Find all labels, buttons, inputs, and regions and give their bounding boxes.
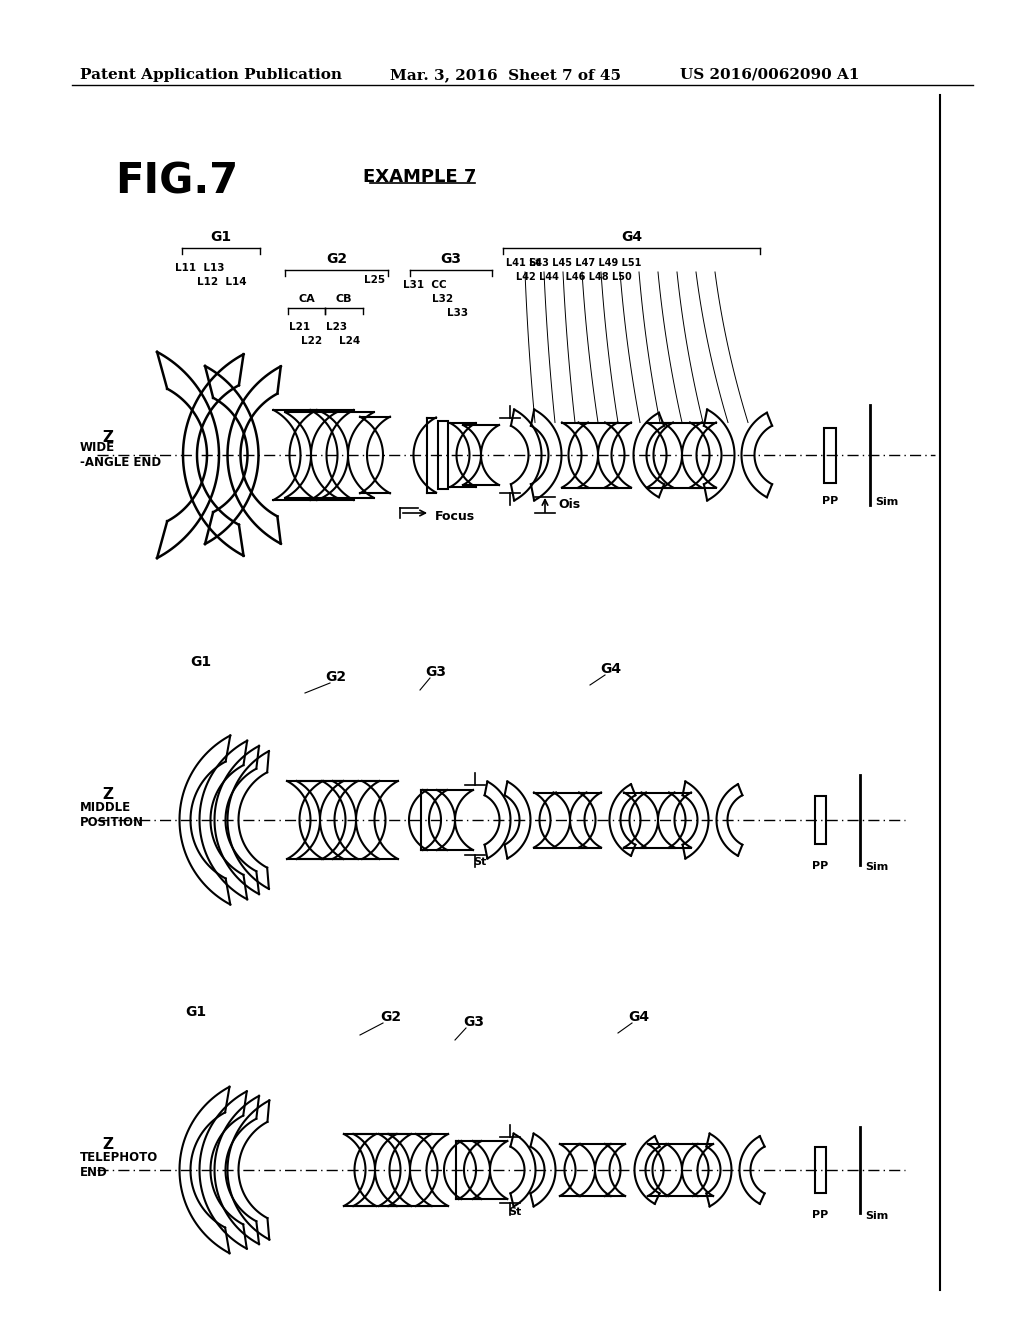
Text: L42 L44  L46 L48 L50: L42 L44 L46 L48 L50 xyxy=(516,272,632,282)
Text: G3: G3 xyxy=(440,252,462,267)
Text: L22: L22 xyxy=(301,337,323,346)
Text: L41 L43 L45 L47 L49 L51: L41 L43 L45 L47 L49 L51 xyxy=(506,257,642,268)
Text: WIDE
-ANGLE END: WIDE -ANGLE END xyxy=(80,441,161,469)
Bar xyxy=(824,428,836,483)
Text: Z: Z xyxy=(102,1137,113,1152)
Text: St: St xyxy=(528,257,541,268)
Text: G3: G3 xyxy=(463,1015,484,1030)
Text: St: St xyxy=(508,1206,521,1217)
Text: L32: L32 xyxy=(432,294,454,304)
Text: L12  L14: L12 L14 xyxy=(198,277,247,286)
Text: CB: CB xyxy=(336,294,352,304)
Text: Patent Application Publication: Patent Application Publication xyxy=(80,69,342,82)
Text: MIDDLE
POSITION: MIDDLE POSITION xyxy=(80,801,144,829)
Text: L25: L25 xyxy=(365,275,386,285)
Text: G1: G1 xyxy=(190,655,211,669)
Text: G2: G2 xyxy=(325,671,346,684)
Text: US 2016/0062090 A1: US 2016/0062090 A1 xyxy=(680,69,859,82)
Text: CA: CA xyxy=(298,294,314,304)
Text: G4: G4 xyxy=(600,663,622,676)
Bar xyxy=(814,1147,825,1193)
Text: L11  L13: L11 L13 xyxy=(175,263,224,273)
Text: L33: L33 xyxy=(447,308,469,318)
Text: L21: L21 xyxy=(290,322,310,333)
Text: Focus: Focus xyxy=(435,510,475,523)
Text: Z: Z xyxy=(102,430,113,445)
Text: Sim: Sim xyxy=(874,498,898,507)
Text: L23: L23 xyxy=(327,322,347,333)
Text: G4: G4 xyxy=(628,1010,649,1024)
Text: PP: PP xyxy=(822,496,838,506)
Text: G2: G2 xyxy=(380,1010,401,1024)
Text: FIG.7: FIG.7 xyxy=(115,160,239,202)
Text: St: St xyxy=(473,857,486,867)
Text: Z: Z xyxy=(102,787,113,803)
Text: G1: G1 xyxy=(185,1005,206,1019)
Text: G2: G2 xyxy=(326,252,347,267)
Text: G4: G4 xyxy=(621,230,642,244)
Text: Ois: Ois xyxy=(558,498,581,511)
Text: Sim: Sim xyxy=(865,1210,888,1221)
Text: L24: L24 xyxy=(339,337,360,346)
Bar xyxy=(814,796,825,843)
Text: PP: PP xyxy=(812,1210,828,1220)
Text: Sim: Sim xyxy=(865,862,888,873)
Text: L31  CC: L31 CC xyxy=(403,280,446,290)
Text: G1: G1 xyxy=(211,230,231,244)
Text: Mar. 3, 2016  Sheet 7 of 45: Mar. 3, 2016 Sheet 7 of 45 xyxy=(390,69,621,82)
Text: EXAMPLE 7: EXAMPLE 7 xyxy=(364,168,477,186)
Text: TELEPHOTO
END: TELEPHOTO END xyxy=(80,1151,159,1179)
Text: PP: PP xyxy=(812,861,828,871)
Text: G3: G3 xyxy=(425,665,446,678)
Bar xyxy=(438,421,449,488)
